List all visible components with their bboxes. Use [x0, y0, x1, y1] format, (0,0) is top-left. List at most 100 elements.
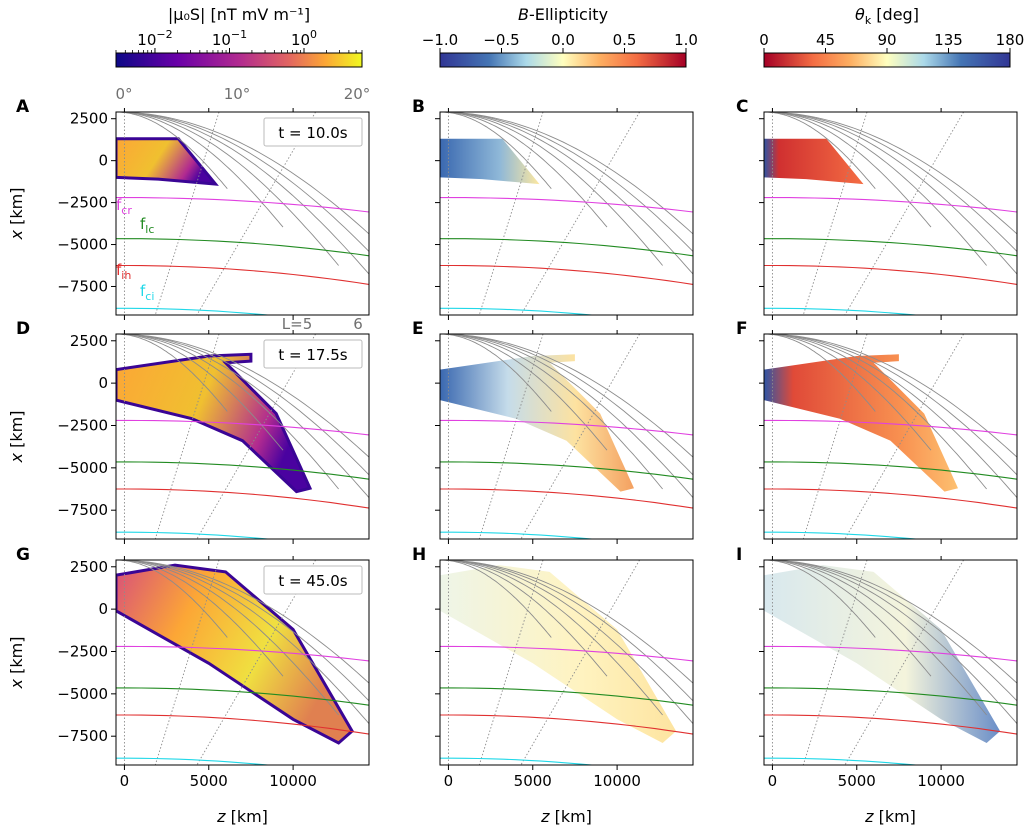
y-tick-label: 0	[98, 152, 108, 170]
freq-line-ci	[440, 531, 597, 539]
freq-line-ih	[764, 488, 1017, 509]
panel-letter: H	[412, 545, 426, 565]
panel-H-frame	[439, 559, 694, 766]
wave-region	[440, 354, 634, 492]
panel-G: G 0 5000 10000 2500 0 −2500 −5000 −7500	[16, 545, 370, 790]
latitude-line	[802, 112, 868, 315]
freq-line-ci	[116, 531, 273, 539]
field-line	[440, 334, 693, 476]
colorbar-cb-e-tick-label: 0.0	[551, 31, 575, 49]
field-line	[764, 334, 932, 451]
wave-region	[440, 565, 677, 743]
panel-letter: I	[736, 545, 742, 565]
panel-I-frame	[763, 559, 1018, 766]
freq-line-lc	[440, 687, 693, 706]
x-tick-label: 0	[120, 772, 130, 790]
freq-line-cr	[440, 419, 693, 436]
panel-I: I 0 5000 10000	[736, 545, 1018, 790]
panel-letter: E	[412, 319, 424, 339]
freq-line-cr	[116, 645, 369, 662]
panel-D-plot-area	[116, 334, 369, 539]
field-line	[440, 560, 663, 716]
y-tick-label: 0	[98, 374, 108, 392]
field-line	[440, 112, 693, 253]
y-tick-label: −5000	[57, 236, 108, 254]
panel-I-plot-area	[764, 560, 1017, 765]
x-tick-label: 5000	[838, 772, 876, 790]
y-tick-label: −5000	[57, 459, 108, 477]
y-tick-label: 2500	[70, 332, 108, 350]
panel-B-plot-area	[440, 112, 693, 315]
field-line	[116, 112, 369, 275]
time-label-box	[263, 117, 363, 147]
panel-letter: G	[16, 545, 30, 565]
x-tick-label: 10000	[269, 772, 317, 790]
time-label-box	[263, 565, 363, 595]
field-line	[116, 560, 369, 725]
wave-region-edge	[116, 137, 219, 186]
x-tick-label: 0	[768, 772, 778, 790]
field-line	[440, 112, 693, 235]
freq-line-ci	[116, 757, 273, 765]
field-line	[764, 334, 987, 490]
field-line	[116, 560, 369, 684]
field-line	[764, 112, 1017, 253]
colorbar-cb-s-tick-label: 10−2	[137, 28, 172, 49]
field-line	[116, 560, 339, 716]
freq-line-ci	[764, 531, 921, 539]
field-line	[764, 560, 987, 716]
field-line	[116, 112, 284, 228]
freq-line-ci	[440, 307, 597, 315]
freq-line-ci	[440, 757, 597, 765]
freq-line-cr	[440, 197, 693, 213]
latitude-line	[154, 334, 220, 539]
field-line	[116, 112, 228, 189]
field-line	[764, 334, 1017, 499]
latitude-line	[478, 112, 544, 315]
panel-D: D 2500 0 −2500 −5000 −7500	[16, 319, 370, 544]
colorbar-cb-s-tick-label: 100	[291, 28, 317, 49]
y-tick-label: −7500	[57, 501, 108, 519]
panel-A-frame	[115, 111, 370, 316]
freq-line-cr	[764, 197, 1017, 213]
field-line	[764, 560, 1017, 702]
field-line	[440, 112, 552, 189]
latitude-line	[520, 334, 640, 539]
y-axis-label: x [km]	[7, 637, 26, 690]
freq-line-lc	[764, 461, 1017, 480]
y-tick-label: −7500	[57, 277, 108, 295]
field-line	[116, 334, 369, 476]
field-line	[440, 334, 693, 499]
panel-H-plot-area	[440, 560, 693, 765]
field-line	[764, 112, 876, 189]
freq-line-lc	[764, 238, 1017, 257]
panel-D-frame	[115, 333, 370, 540]
field-line	[440, 334, 608, 451]
panel-B-frame	[439, 111, 694, 316]
time-label-box	[263, 339, 363, 369]
freq-line-cr	[440, 645, 693, 662]
wave-region	[116, 138, 216, 185]
colorbar-cb-e-tick-label: −0.5	[483, 31, 519, 49]
colorbar-cb-s-tick-label: 10−1	[212, 28, 247, 49]
panel-A-plot-area	[116, 112, 369, 315]
colorbar-cb-e-tick-label: 1.0	[674, 31, 698, 49]
x-tick-label: 10000	[917, 772, 965, 790]
x-axis-label: z [km]	[864, 807, 916, 826]
panel-E-frame	[439, 333, 694, 540]
colorbar-cb-k-tick-label: 0	[759, 31, 769, 49]
field-line	[440, 334, 693, 458]
field-line	[116, 334, 369, 458]
panel-H: H 0 5000 10000	[412, 545, 694, 790]
y-tick-label: −2500	[57, 416, 108, 434]
field-line	[764, 334, 1017, 458]
colorbar-cb-k-tick-label: 180	[996, 31, 1025, 49]
colorbars: |μ₀S| [nT mV m⁻¹] 10−2 10−1 100 B-Ellipticit…	[115, 5, 1025, 68]
field-line	[116, 560, 284, 677]
freq-line-lc	[440, 461, 693, 480]
colorbar-cb-e-gradient	[439, 52, 687, 68]
x-tick-label: 5000	[514, 772, 552, 790]
lshell-label: 6	[353, 315, 363, 333]
freq-label-ci: fci	[140, 282, 154, 303]
panel-letter: B	[412, 97, 425, 117]
